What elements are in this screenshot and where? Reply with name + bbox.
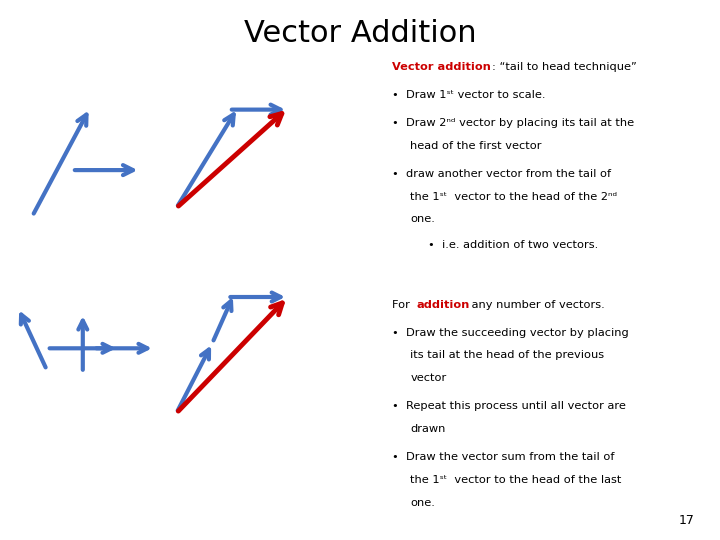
Text: 17: 17 xyxy=(679,514,695,526)
Text: Vector addition: Vector addition xyxy=(392,62,491,72)
Text: drawn: drawn xyxy=(410,424,446,434)
Text: one.: one. xyxy=(410,498,436,508)
Text: : “tail to head technique”: : “tail to head technique” xyxy=(492,62,636,72)
Text: the 1ˢᵗ  vector to the head of the last: the 1ˢᵗ vector to the head of the last xyxy=(410,475,622,485)
Text: •  Draw the vector sum from the tail of: • Draw the vector sum from the tail of xyxy=(392,452,615,462)
Text: any number of vectors.: any number of vectors. xyxy=(468,300,605,310)
Text: the 1ˢᵗ  vector to the head of the 2ⁿᵈ: the 1ˢᵗ vector to the head of the 2ⁿᵈ xyxy=(410,192,618,201)
Text: one.: one. xyxy=(410,214,436,225)
Text: vector: vector xyxy=(410,373,446,383)
Text: Vector Addition: Vector Addition xyxy=(243,19,477,48)
Text: For: For xyxy=(392,300,414,310)
Text: •  Draw 1ˢᵗ vector to scale.: • Draw 1ˢᵗ vector to scale. xyxy=(392,90,546,100)
Text: •  Repeat this process until all vector are: • Repeat this process until all vector a… xyxy=(392,401,626,411)
Text: •  draw another vector from the tail of: • draw another vector from the tail of xyxy=(392,168,611,179)
Text: •  i.e. addition of two vectors.: • i.e. addition of two vectors. xyxy=(428,240,598,250)
Text: •  Draw the succeeding vector by placing: • Draw the succeeding vector by placing xyxy=(392,328,629,338)
Text: its tail at the head of the previous: its tail at the head of the previous xyxy=(410,350,605,361)
Text: •  Draw 2ⁿᵈ vector by placing its tail at the: • Draw 2ⁿᵈ vector by placing its tail at… xyxy=(392,118,634,128)
Text: addition: addition xyxy=(416,300,469,310)
Text: head of the first vector: head of the first vector xyxy=(410,141,542,151)
